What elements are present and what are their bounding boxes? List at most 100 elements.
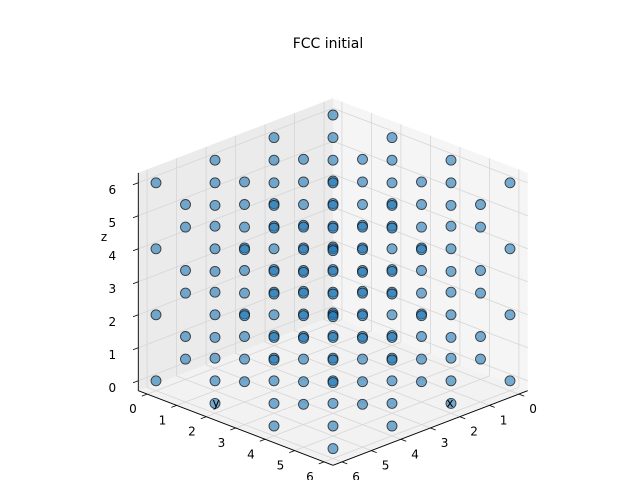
z-tick-mark <box>132 314 139 318</box>
atom-point <box>298 153 309 165</box>
x-tick-label: 4 <box>247 447 255 461</box>
atom-point <box>357 376 368 388</box>
atom-point <box>386 309 398 321</box>
atom-point <box>180 265 191 276</box>
atom-point <box>357 176 368 188</box>
atom-point <box>445 154 457 166</box>
atom-point <box>445 375 457 387</box>
tick-marks <box>132 182 525 465</box>
atom-point <box>416 199 427 210</box>
y-tick-mark <box>400 438 407 442</box>
atom-point <box>209 243 221 255</box>
axis-panes <box>138 98 528 466</box>
atom-point <box>504 177 516 189</box>
atom-point <box>327 199 339 211</box>
atom-point <box>209 397 221 409</box>
atom-point <box>504 309 516 321</box>
atom-point <box>298 199 309 210</box>
atom-point <box>268 354 280 366</box>
grid-line <box>138 107 334 184</box>
atom-point <box>209 177 221 189</box>
atom-point <box>416 376 427 388</box>
atom-point <box>239 176 250 188</box>
atom-point <box>298 332 309 344</box>
atom-point <box>327 177 339 189</box>
atom-point <box>357 153 368 165</box>
y-tick-mark <box>430 427 436 431</box>
atom-point <box>150 243 162 255</box>
atom-point <box>239 244 250 256</box>
atom-point <box>150 177 162 189</box>
atom-point <box>239 265 250 276</box>
atom-point <box>327 265 339 277</box>
atom-point <box>268 420 280 432</box>
z-tick-label: 5 <box>108 216 116 230</box>
atom-point <box>416 244 427 256</box>
atom-point <box>180 353 191 365</box>
atom-point <box>386 397 398 409</box>
atom-point <box>150 309 162 321</box>
atom-point <box>386 331 398 343</box>
x-tick-label: 3 <box>218 436 226 450</box>
atom-point <box>475 287 486 299</box>
y-tick-mark <box>489 405 495 408</box>
atom-point <box>268 375 280 387</box>
x-tick-label: 5 <box>277 459 285 473</box>
x-tick-mark <box>171 405 177 408</box>
atom-point <box>386 288 398 300</box>
atom-point <box>445 331 457 343</box>
y-tick-label: 0 <box>529 402 537 416</box>
y-tick-mark <box>518 393 525 397</box>
atom-point <box>357 332 368 344</box>
atom-point <box>268 397 280 409</box>
y-axis-label: y <box>212 396 219 410</box>
grid-line <box>235 353 431 429</box>
atom-point <box>209 331 221 343</box>
atom-point <box>209 309 221 321</box>
atom-point <box>327 154 339 166</box>
atom-point <box>327 311 339 323</box>
grid-line <box>323 386 520 463</box>
grid-line <box>332 206 528 283</box>
atom-point <box>327 288 339 300</box>
atom-point <box>416 221 427 233</box>
atom-point <box>504 243 516 255</box>
atom-point <box>445 265 457 277</box>
atom-point <box>239 199 250 210</box>
atom-point <box>239 287 250 299</box>
atom-point <box>386 265 398 277</box>
atom-point <box>386 420 398 432</box>
atom-point <box>416 176 427 188</box>
z-tick-label: 2 <box>108 315 116 329</box>
atom-point <box>445 309 457 321</box>
atom-point <box>475 199 486 210</box>
x-tick-label: 6 <box>306 470 314 480</box>
atom-point <box>445 220 457 232</box>
grid-line <box>176 375 372 451</box>
atom-point <box>209 199 221 211</box>
atom-point <box>239 331 250 342</box>
atom-point <box>416 265 427 276</box>
atom-point <box>416 353 427 365</box>
z-tick-label: 3 <box>108 282 116 296</box>
atom-point <box>209 286 221 298</box>
atom-point <box>445 352 457 364</box>
y-axis-line <box>332 390 528 466</box>
atom-point <box>268 222 280 234</box>
atom-point <box>298 353 309 365</box>
z-tick-label: 0 <box>108 381 116 395</box>
chart-title: FCC initial <box>293 36 364 52</box>
atom-point <box>445 397 457 409</box>
atom-point <box>475 331 486 342</box>
atom-point <box>268 132 280 144</box>
atom-point <box>268 288 280 300</box>
atom-point <box>327 331 339 343</box>
y-tick-mark <box>459 416 466 420</box>
atom-point <box>327 354 339 366</box>
atom-point <box>298 266 309 278</box>
y-tick-label: 2 <box>470 425 478 439</box>
atom-point <box>445 286 457 298</box>
atom-point <box>416 287 427 299</box>
atom-point <box>475 353 486 365</box>
